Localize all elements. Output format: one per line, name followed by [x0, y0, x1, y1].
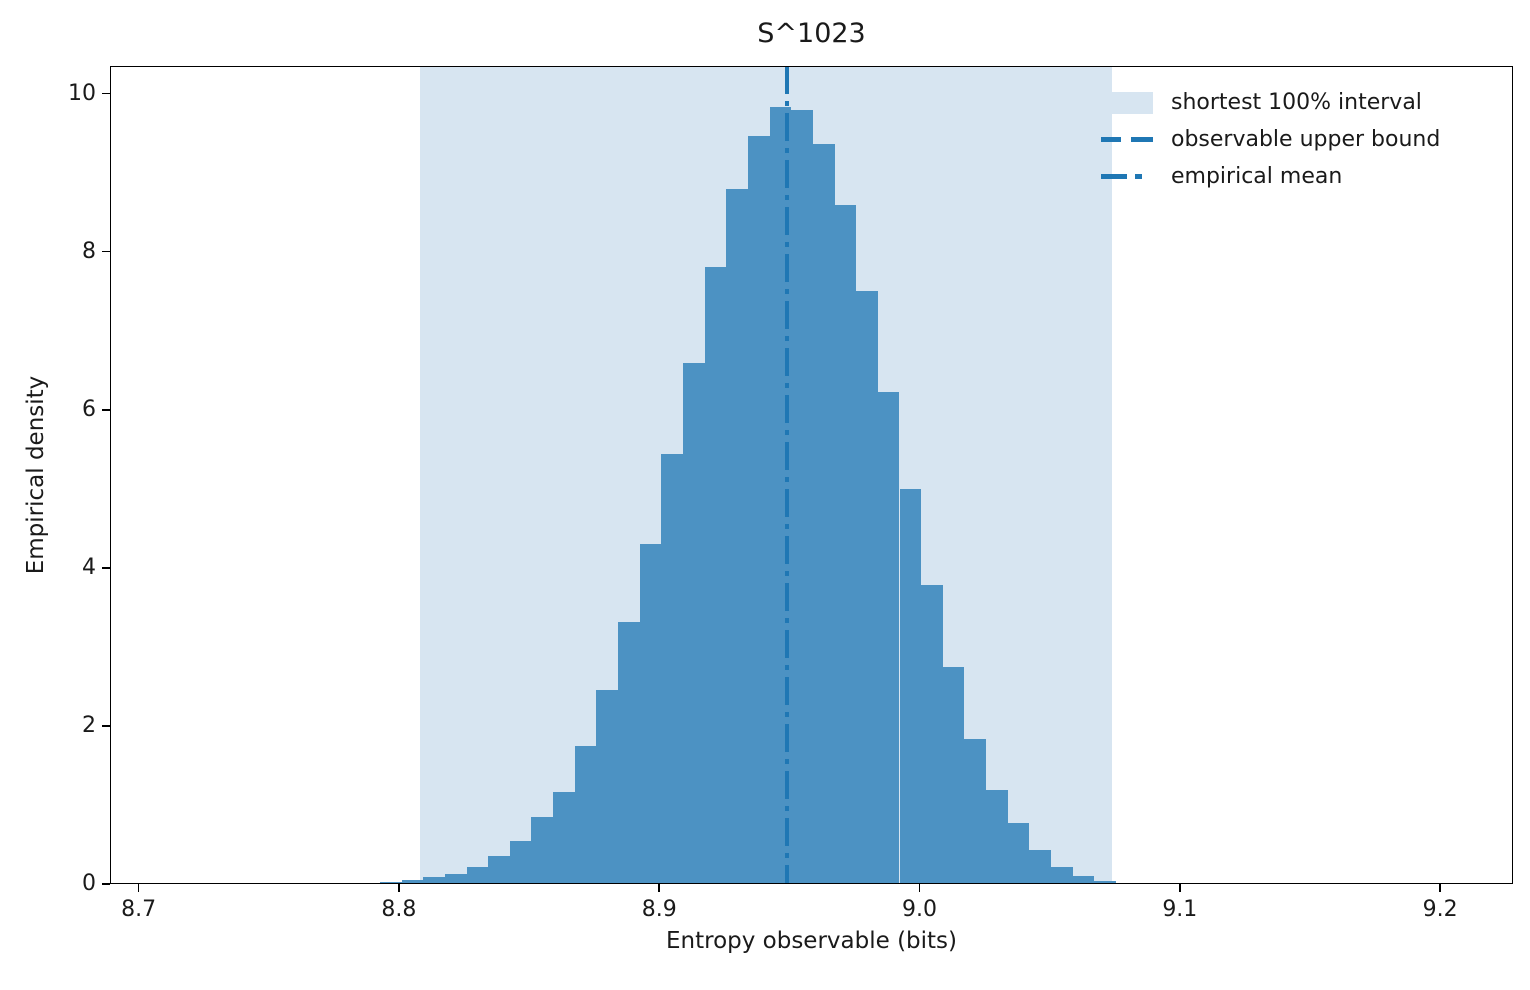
histogram-bar [488, 856, 510, 884]
y-tick-label: 10 [68, 80, 96, 106]
y-tick-label: 8 [82, 238, 96, 264]
histogram-bar [856, 291, 878, 884]
histogram-bar [1007, 823, 1030, 884]
histogram-bar [834, 205, 857, 884]
x-tick-label: 8.8 [381, 897, 417, 922]
histogram-bar [791, 110, 813, 884]
histogram-bar [509, 840, 532, 884]
histogram-bar [812, 144, 835, 884]
x-axis-label: Entropy observable (bits) [665, 928, 958, 954]
y-tick-mark [102, 250, 110, 253]
y-tick-mark [102, 883, 110, 885]
legend-label: shortest 100% interval [1171, 90, 1422, 115]
x-tick-label: 9.0 [902, 897, 938, 922]
histogram-bar [899, 488, 922, 884]
x-tick-label: 9.2 [1422, 897, 1458, 922]
legend-label: observable upper bound [1171, 127, 1441, 152]
histogram-bar [1029, 850, 1052, 884]
histogram-bar [964, 738, 987, 884]
interval-patch-icon [1101, 91, 1153, 114]
x-tick-label: 9.1 [1162, 897, 1198, 922]
x-tick-label: 8.7 [121, 897, 157, 922]
histogram-bar [466, 866, 489, 884]
y-tick-mark [102, 725, 110, 727]
histogram-bar [553, 791, 575, 884]
x-tick-mark [658, 884, 660, 892]
histogram-bar [726, 188, 748, 884]
histogram-bar [942, 667, 965, 884]
x-tick-mark [137, 884, 140, 892]
histogram-bar [921, 585, 943, 884]
legend: shortest 100% interval observable upper … [1101, 84, 1440, 195]
histogram-bar [423, 876, 445, 884]
y-tick-mark [102, 409, 110, 411]
histogram-bar [618, 621, 640, 884]
histogram-bar [747, 135, 770, 884]
x-tick-mark [1439, 884, 1441, 892]
histogram-bar [661, 454, 683, 884]
x-tick-mark [398, 884, 400, 892]
y-tick-label: 6 [82, 396, 96, 422]
histogram-bar [1051, 867, 1073, 884]
histogram-bar [531, 816, 554, 884]
x-tick-mark [918, 884, 921, 892]
histogram-bar [683, 363, 705, 884]
mean-line [784, 66, 790, 884]
dashdot-line-icon [1101, 174, 1153, 179]
histogram-bar [444, 873, 467, 884]
histogram-bar [596, 690, 619, 884]
histogram-bar [1072, 876, 1095, 884]
dashed-line-icon [1101, 137, 1153, 142]
histogram-bar [986, 789, 1008, 884]
y-tick-mark [102, 92, 110, 95]
x-tick-label: 8.9 [641, 897, 677, 922]
plot-area [110, 66, 1513, 884]
legend-item-interval: shortest 100% interval [1101, 84, 1440, 121]
histogram-bar [877, 392, 900, 884]
vlines-layer [110, 66, 1513, 884]
x-tick-mark [1179, 884, 1181, 892]
legend-label: empirical mean [1171, 164, 1343, 189]
legend-item-upper-bound: observable upper bound [1101, 121, 1440, 158]
histogram-bar [574, 746, 597, 884]
y-tick-label: 4 [82, 554, 96, 580]
y-tick-mark [102, 567, 110, 569]
chart-title: S^1023 [757, 18, 866, 49]
histogram-bar [639, 544, 662, 884]
y-axis-label: Empirical density [23, 375, 49, 575]
histogram-bar [1094, 880, 1116, 884]
legend-item-mean: empirical mean [1101, 158, 1440, 195]
y-tick-label: 0 [82, 871, 96, 896]
histogram-layer [110, 66, 1513, 884]
y-tick-label: 2 [82, 712, 96, 738]
histogram-bar [401, 880, 424, 884]
histogram-bar [704, 266, 727, 884]
